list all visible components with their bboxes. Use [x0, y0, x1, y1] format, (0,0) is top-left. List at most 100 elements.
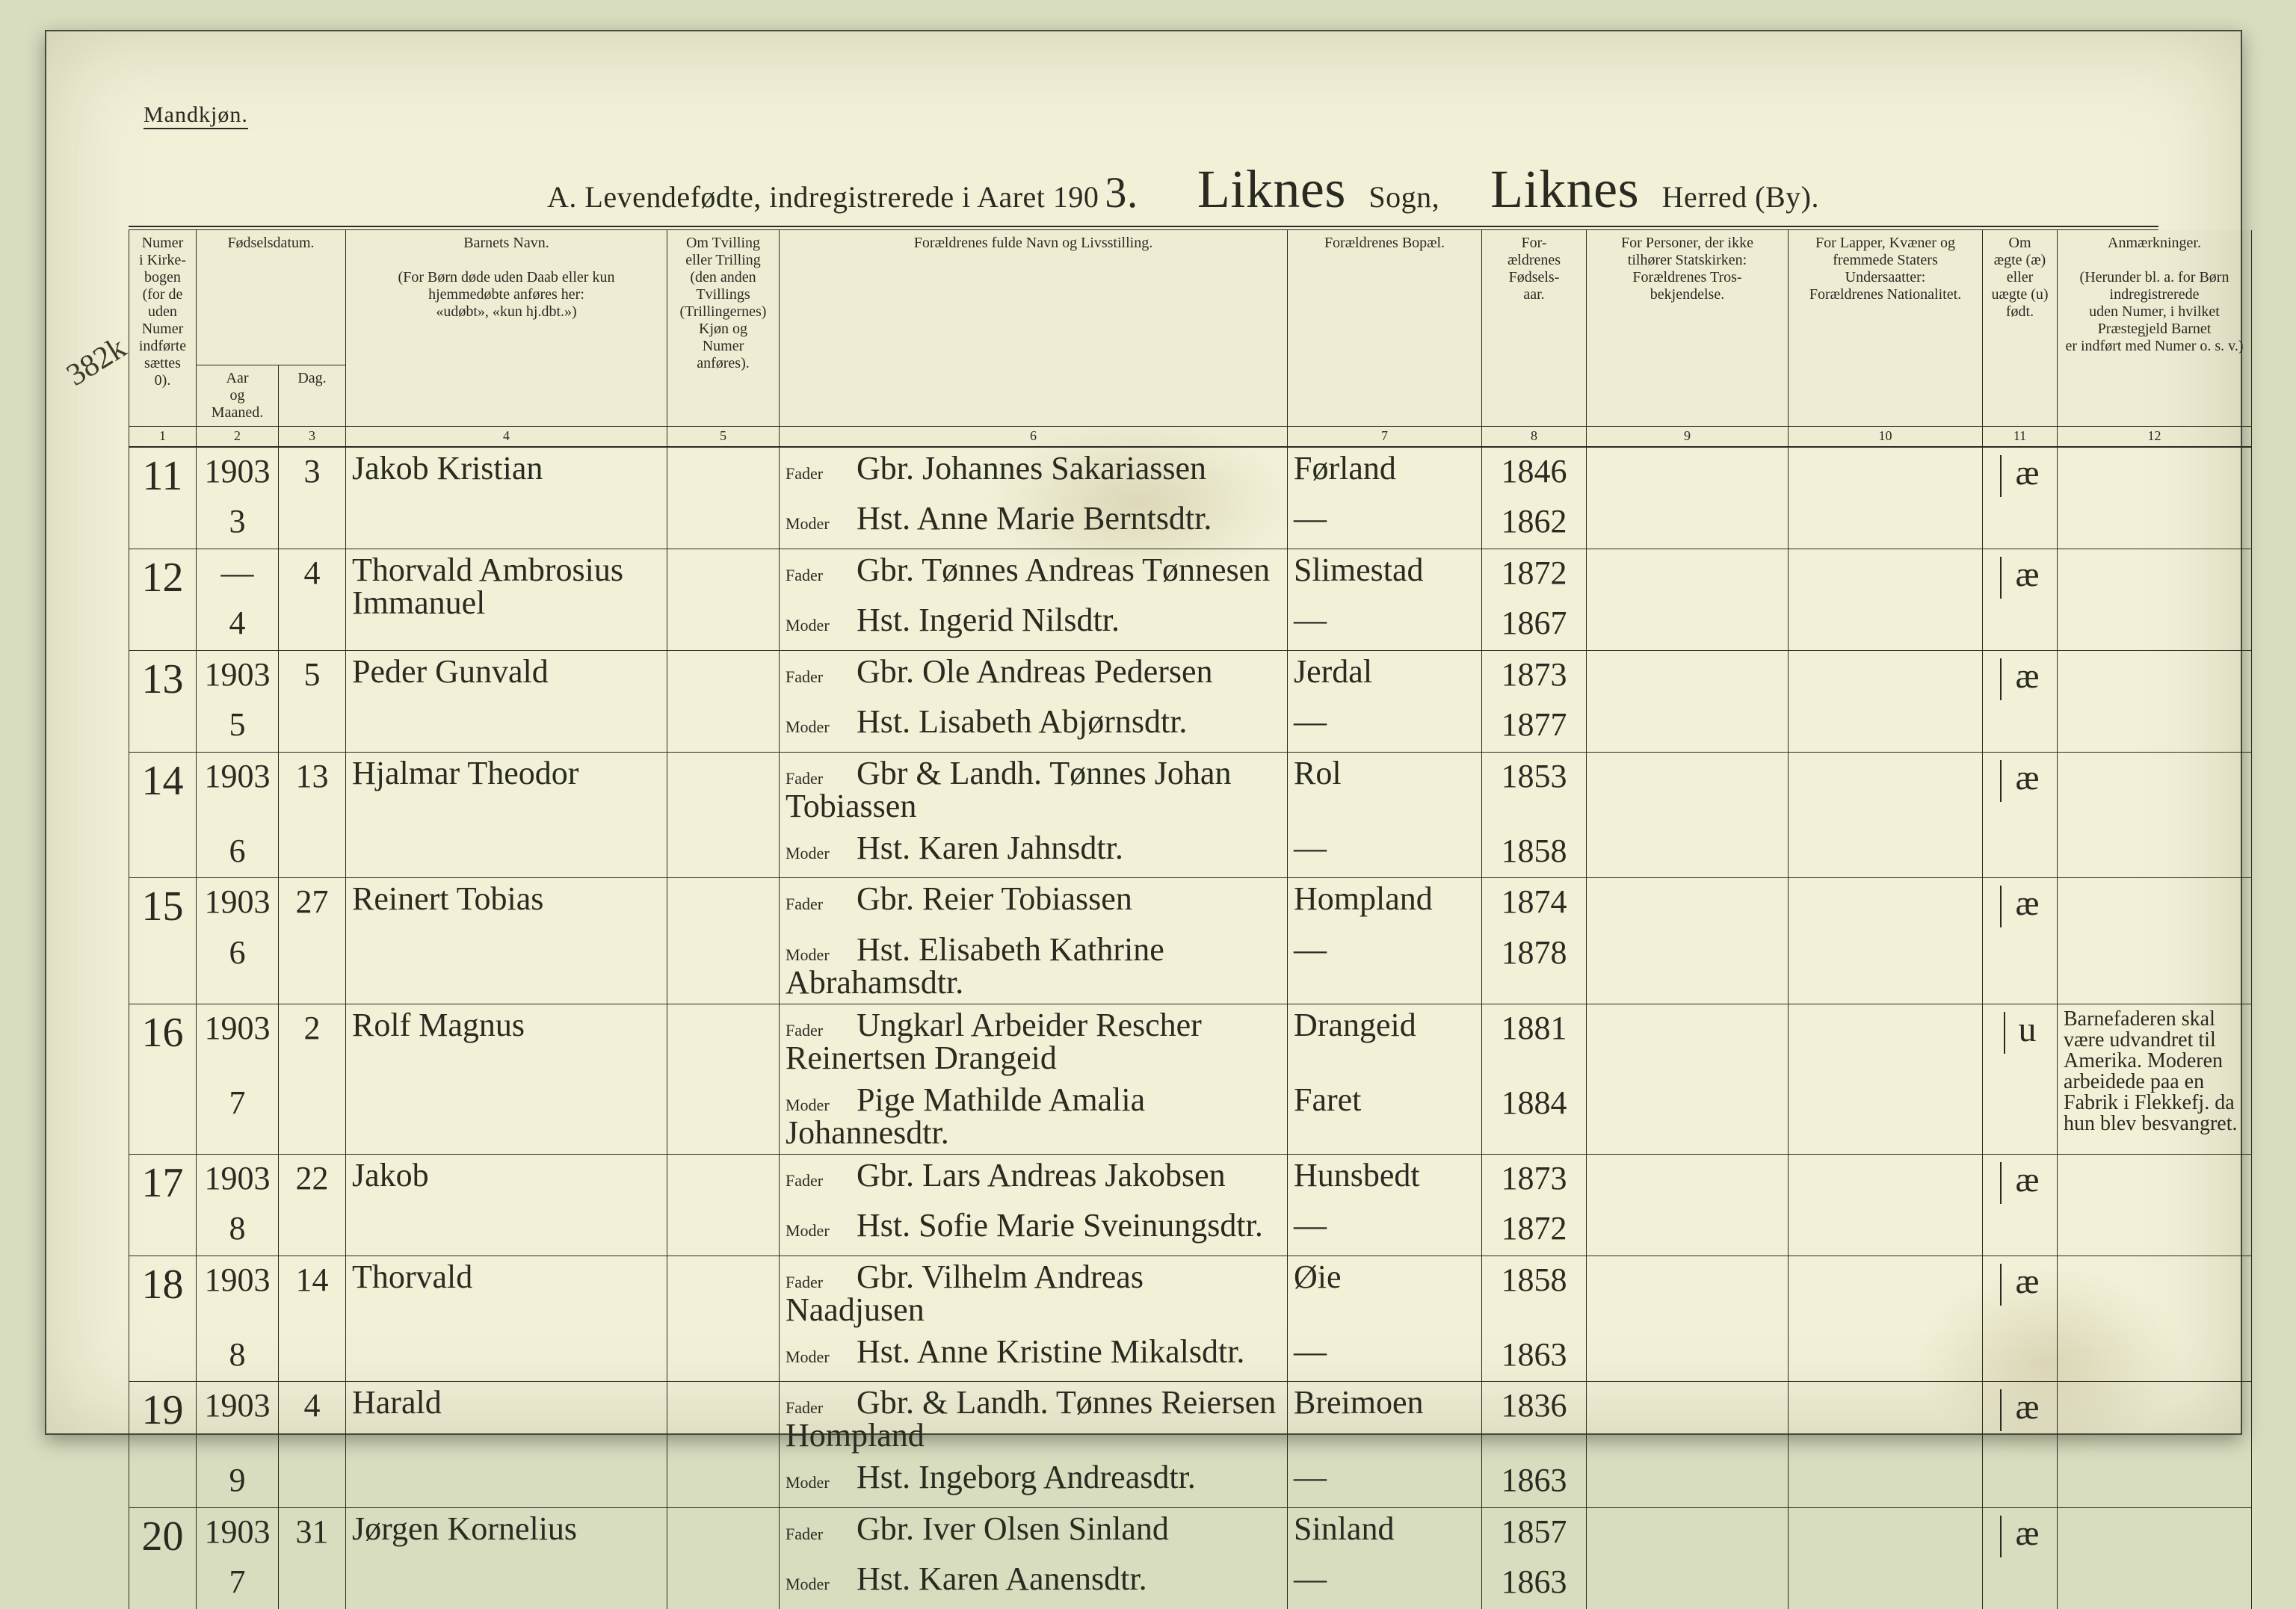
cell-year: 1903 [197, 1004, 279, 1079]
label-father: Fader [786, 1173, 848, 1189]
label-father: Fader [786, 770, 848, 787]
cell-twin [667, 878, 780, 1004]
cell-num: 19 [129, 1382, 197, 1508]
cell-mother: Moder Hst. Karen Jahnsdtr. [780, 827, 1288, 878]
cell-month: 8 [197, 1331, 279, 1382]
cell-year: 1903 [197, 752, 279, 827]
cell-month: 9 [197, 1457, 279, 1507]
cell-father: Fader Gbr & Landh. Tønnes Johan Tobiasse… [780, 752, 1288, 827]
title-year-hand: 3. [1099, 168, 1144, 217]
cell-twin [667, 1507, 780, 1609]
cell-residence-m: — [1288, 827, 1482, 878]
title-herred-hand: Liknes [1484, 159, 1645, 219]
cell-twin [667, 1154, 780, 1256]
cell-nationality [1789, 878, 1983, 1004]
col-header-fdatum-super: Fødselsdatum. [197, 230, 346, 365]
label-mother: Moder [786, 947, 848, 963]
label-mother: Moder [786, 516, 848, 532]
cell-residence: Slimestad [1288, 549, 1482, 599]
label-mother: Moder [786, 1223, 848, 1239]
cell-childname: Rolf Magnus [346, 1004, 667, 1154]
cell-legitimacy: u [1983, 1004, 2058, 1154]
title-herred-label: Herred (By). [1662, 180, 1819, 214]
cell-fatheryear: 1873 [1482, 650, 1587, 701]
cell-motheryear: 1867 [1482, 599, 1587, 650]
cell-remarks [2058, 1382, 2252, 1508]
colnum: 9 [1587, 426, 1789, 447]
cell-confession [1587, 1004, 1789, 1154]
cell-childname: Jakob Kristian [346, 447, 667, 549]
label-mother: Moder [786, 719, 848, 735]
cell-day: 14 [279, 1256, 346, 1382]
cell-residence-m: — [1288, 498, 1482, 549]
title-prefix: A. Levendefødte, indregistrerede i Aaret… [547, 180, 1099, 214]
cell-motheryear: 1862 [1482, 498, 1587, 549]
cell-twin [667, 549, 780, 650]
cell-residence: Breimoen [1288, 1382, 1482, 1457]
cell-day: 27 [279, 878, 346, 1004]
cell-remarks [2058, 1507, 2252, 1609]
cell-month: 3 [197, 498, 279, 549]
cell-legitimacy: æ [1983, 1154, 2058, 1256]
title-sogn-hand: Liknes [1191, 159, 1352, 219]
cell-motheryear: 1877 [1482, 701, 1587, 752]
cell-remarks [2058, 878, 2252, 1004]
cell-year: 1903 [197, 878, 279, 929]
table-row: 1119033Jakob KristianFader Gbr. Johannes… [129, 447, 2252, 498]
table-row: 1619032Rolf MagnusFader Ungkarl Arbeider… [129, 1004, 2252, 1079]
cell-mother: Moder Hst. Anne Marie Berntsdtr. [780, 498, 1288, 549]
cell-legitimacy: æ [1983, 752, 2058, 878]
label-father: Fader [786, 466, 848, 482]
colnum: 6 [780, 426, 1288, 447]
cell-year: 1903 [197, 650, 279, 701]
table-head: Numer i Kirke- bogen (for de uden Numer … [129, 230, 2252, 447]
label-father: Fader [786, 567, 848, 584]
cell-fatheryear: 1872 [1482, 549, 1587, 599]
col-header-residence: Forældrenes Bopæl. [1288, 230, 1482, 426]
cell-num: 14 [129, 752, 197, 878]
cell-month: 5 [197, 701, 279, 752]
cell-num: 15 [129, 878, 197, 1004]
cell-residence: Rol [1288, 752, 1482, 827]
cell-motheryear: 1878 [1482, 929, 1587, 1004]
cell-legitimacy: æ [1983, 878, 2058, 1004]
cell-legitimacy: æ [1983, 549, 2058, 650]
cell-father: Fader Gbr. & Landh. Tønnes Reiersen Homp… [780, 1382, 1288, 1457]
cell-num: 16 [129, 1004, 197, 1154]
cell-confession [1587, 1154, 1789, 1256]
cell-month: 7 [197, 1079, 279, 1155]
label-mother: Moder [786, 1097, 848, 1114]
cell-mother: Moder Hst. Ingeborg Andreasdtr. [780, 1457, 1288, 1507]
cell-residence: Hompland [1288, 878, 1482, 929]
cell-confession [1587, 752, 1789, 878]
colnum: 4 [346, 426, 667, 447]
col-header-year: Aar og Maaned. [197, 365, 279, 426]
cell-legitimacy: æ [1983, 1256, 2058, 1382]
cell-childname: Harald [346, 1382, 667, 1508]
cell-legitimacy: æ [1983, 447, 2058, 549]
cell-childname: Reinert Tobias [346, 878, 667, 1004]
cell-mother: Moder Pige Mathilde Amalia Johannesdtr. [780, 1079, 1288, 1155]
col-header-parents: Forældrenes fulde Navn og Livsstilling. [780, 230, 1288, 426]
cell-twin [667, 1256, 780, 1382]
cell-remarks: Barnefaderen skal være udvandret til Ame… [2058, 1004, 2252, 1154]
col-header-nationality: For Lapper, Kvæner og fremmede Staters U… [1789, 230, 1983, 426]
table-row: 17190322JakobFader Gbr. Lars Andreas Jak… [129, 1154, 2252, 1205]
cell-fatheryear: 1853 [1482, 752, 1587, 827]
cell-motheryear: 1863 [1482, 1457, 1587, 1507]
cell-day: 2 [279, 1004, 346, 1154]
colnum: 1 [129, 426, 197, 447]
cell-residence: Jerdal [1288, 650, 1482, 701]
cell-month: 6 [197, 929, 279, 1004]
cell-fatheryear: 1881 [1482, 1004, 1587, 1079]
cell-mother: Moder Hst. Elisabeth Kathrine Abrahamsdt… [780, 929, 1288, 1004]
cell-num: 18 [129, 1256, 197, 1382]
colnum: 5 [667, 426, 780, 447]
cell-year: — [197, 549, 279, 599]
table-row: 14190313Hjalmar TheodorFader Gbr & Landh… [129, 752, 2252, 827]
cell-father: Fader Gbr. Tønnes Andreas Tønnesen [780, 549, 1288, 599]
cell-father: Fader Gbr. Ole Andreas Pedersen [780, 650, 1288, 701]
cell-fatheryear: 1846 [1482, 447, 1587, 498]
cell-motheryear: 1863 [1482, 1331, 1587, 1382]
cell-nationality [1789, 447, 1983, 549]
